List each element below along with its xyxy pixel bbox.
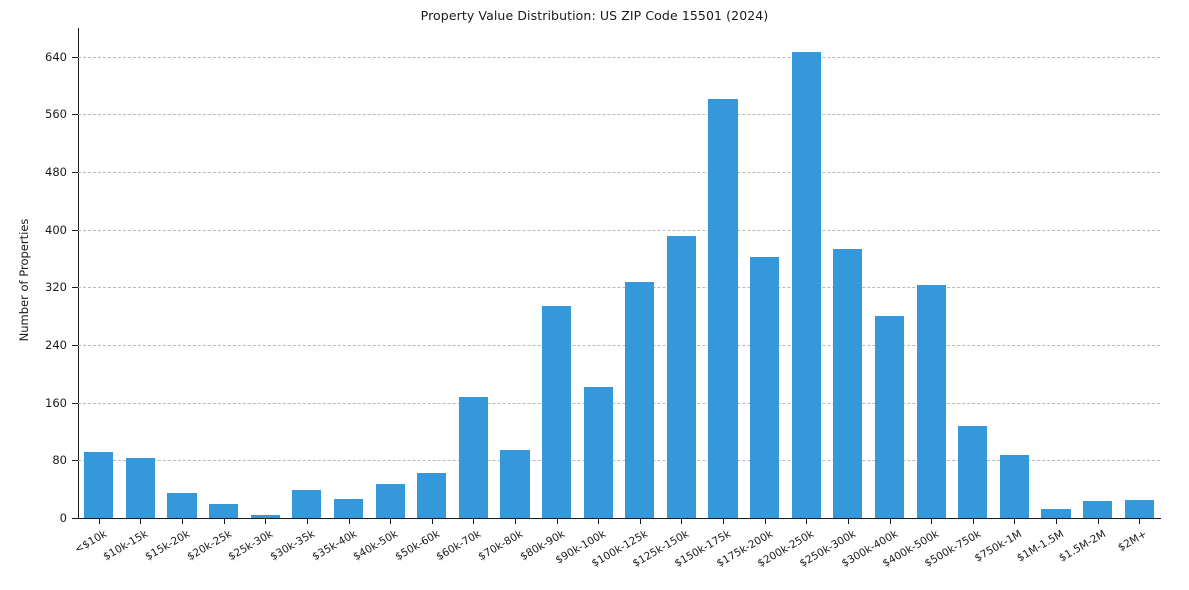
x-axis-tick-mark — [681, 519, 683, 524]
x-axis-tick-mark — [390, 519, 392, 524]
x-axis-tick-mark — [764, 519, 766, 524]
bar[interactable] — [500, 449, 530, 518]
bar[interactable] — [167, 492, 197, 518]
x-axis-tick-mark — [348, 519, 350, 524]
bar[interactable] — [750, 257, 780, 518]
y-axis-spine — [78, 28, 79, 518]
y-axis-tick-label: 0 — [59, 511, 67, 525]
y-gridline — [78, 172, 1160, 174]
y-axis-tick-label: 80 — [52, 453, 67, 468]
y-gridline — [78, 460, 1160, 462]
y-axis-tick-label: 240 — [45, 338, 67, 353]
x-axis-tick-mark — [806, 519, 808, 524]
bar[interactable] — [375, 484, 405, 518]
x-axis-tick-mark — [931, 519, 933, 524]
y-gridline — [78, 402, 1160, 404]
x-axis-tick-mark — [889, 519, 891, 524]
x-axis-tick-mark — [972, 519, 974, 524]
bar[interactable] — [542, 306, 572, 518]
x-axis-tick-mark — [223, 519, 225, 524]
x-axis-tick-mark — [847, 519, 849, 524]
y-axis-tick-label: 320 — [45, 280, 67, 295]
y-gridline — [78, 229, 1160, 231]
x-axis-tick-mark — [306, 519, 308, 524]
bar[interactable] — [999, 455, 1029, 518]
bar[interactable] — [708, 98, 738, 518]
bar[interactable] — [209, 503, 239, 518]
bar[interactable] — [333, 498, 364, 518]
y-axis-tick-mark — [72, 402, 78, 404]
bar[interactable] — [1124, 500, 1154, 518]
x-axis-spine — [78, 518, 1161, 519]
bar[interactable] — [958, 425, 988, 518]
y-axis-label: Number of Properties — [17, 218, 31, 342]
y-axis-tick-mark — [72, 460, 78, 462]
x-axis-tick-mark — [598, 519, 600, 524]
y-axis-tick-label: 640 — [45, 49, 67, 64]
bar[interactable] — [916, 284, 946, 518]
bar[interactable] — [250, 515, 280, 518]
bar[interactable] — [417, 473, 447, 518]
x-axis-tick-mark — [723, 519, 725, 524]
bar[interactable] — [833, 249, 863, 518]
x-axis-tick-mark — [1139, 519, 1141, 524]
y-axis-tick-mark — [72, 287, 78, 289]
y-gridline — [78, 114, 1160, 116]
x-axis-tick-mark — [98, 519, 100, 524]
x-axis-tick-mark — [639, 519, 641, 524]
y-gridline — [78, 345, 1160, 347]
y-axis-tick-label: 160 — [45, 395, 67, 410]
y-axis-tick-mark — [72, 518, 78, 519]
x-axis-tick-mark — [514, 519, 516, 524]
y-axis-tick-mark — [72, 172, 78, 174]
chart-title: Property Value Distribution: US ZIP Code… — [420, 8, 769, 23]
x-axis-tick-mark — [265, 519, 267, 524]
y-axis-tick-mark — [72, 229, 78, 231]
y-axis-tick-mark — [72, 56, 78, 58]
y-gridline — [78, 287, 1160, 289]
bar[interactable] — [292, 489, 322, 518]
x-axis-tick-mark — [1055, 519, 1057, 524]
bar[interactable] — [1083, 500, 1113, 518]
bar[interactable] — [1041, 508, 1071, 518]
x-axis-tick-mark — [182, 519, 184, 524]
y-gridline — [78, 56, 1160, 58]
x-axis-tick-mark — [473, 519, 475, 524]
y-axis-tick-label: 400 — [45, 222, 67, 237]
x-axis-tick-mark — [1014, 519, 1016, 524]
bar[interactable] — [666, 235, 696, 518]
bar[interactable] — [458, 396, 488, 518]
plot-area — [78, 28, 1160, 518]
bar[interactable] — [125, 458, 155, 518]
bar[interactable] — [583, 386, 613, 518]
x-axis-tick-mark — [556, 519, 558, 524]
x-axis-tick-mark — [431, 519, 433, 524]
bar[interactable] — [84, 452, 114, 518]
bar[interactable] — [874, 315, 905, 518]
y-axis-tick-mark — [72, 114, 78, 116]
y-axis-tick-label: 480 — [45, 165, 67, 180]
x-axis-tick-mark — [1097, 519, 1099, 524]
x-axis-tick-mark — [140, 519, 142, 524]
bar[interactable] — [791, 51, 821, 518]
y-axis-tick-mark — [72, 345, 78, 347]
bar[interactable] — [625, 281, 655, 518]
y-axis-tick-label: 560 — [45, 107, 67, 122]
